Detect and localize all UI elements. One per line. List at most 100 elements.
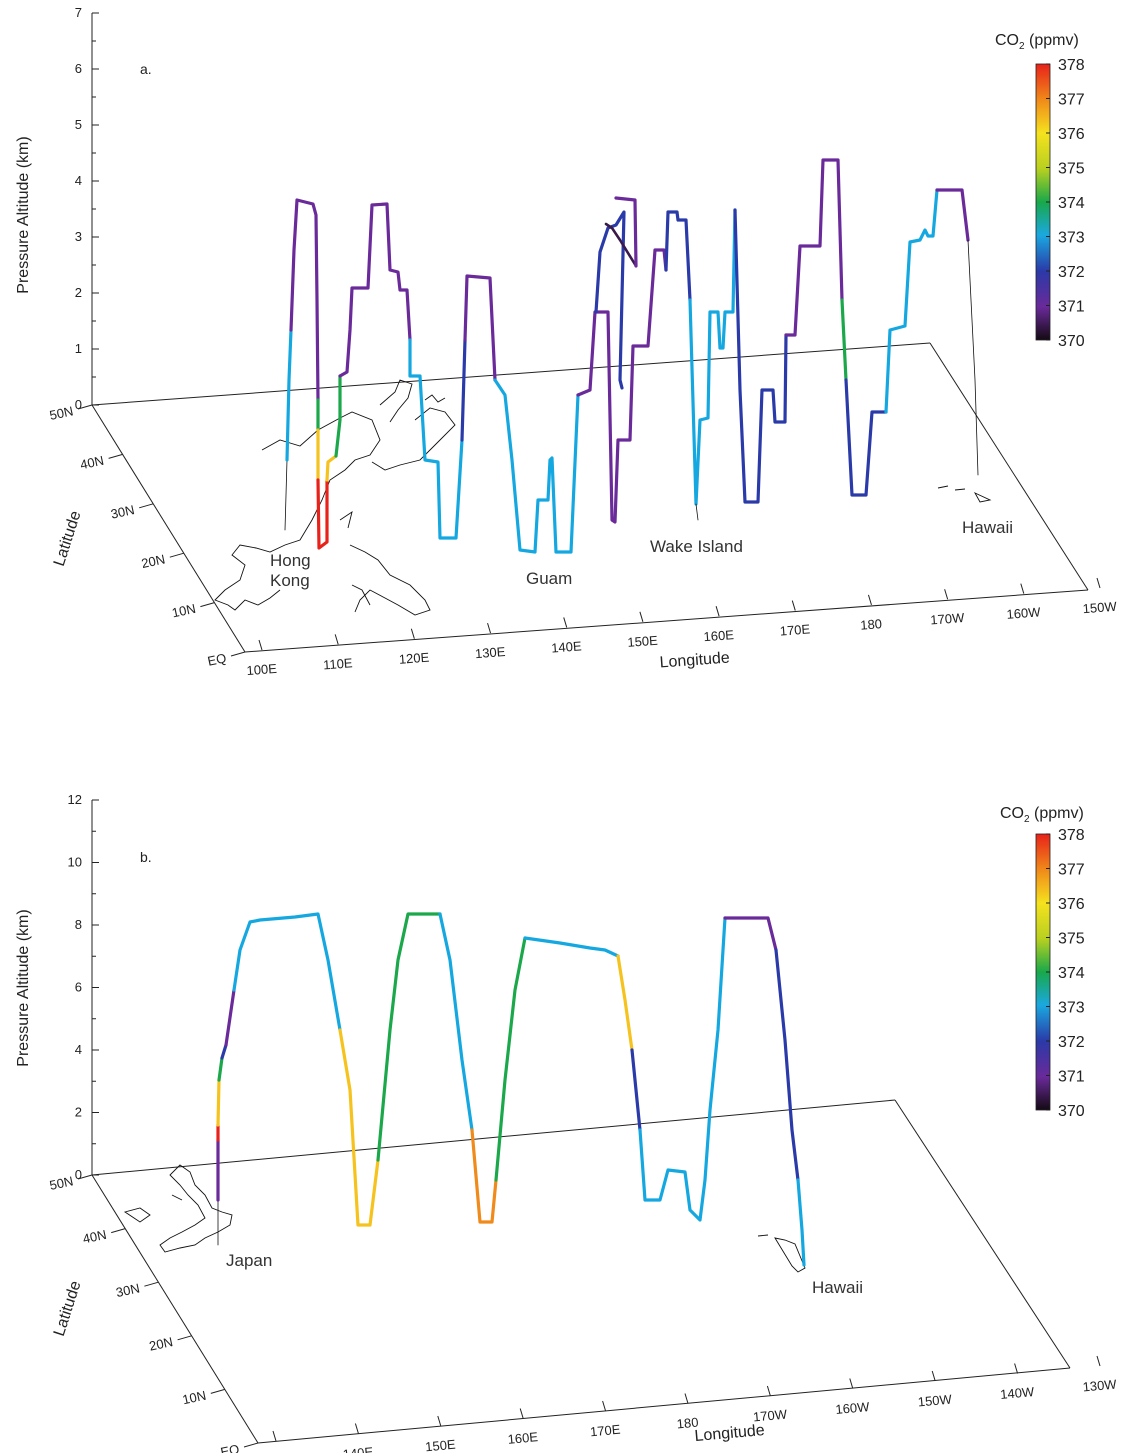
z-axis-a-tick-label: 0 bbox=[75, 397, 82, 412]
lon-axis-b-tick-label: 150E bbox=[425, 1437, 457, 1453]
lon-axis-a-tick-label: 130E bbox=[475, 644, 507, 661]
lat-axis-a-tick-label: 30N bbox=[109, 502, 135, 522]
lon-axis-b-tick bbox=[1096, 1355, 1101, 1367]
panel-b-lat-ticks: 50N 40N 30N 20N 10N EQ bbox=[48, 1173, 259, 1453]
panel-b-lat-label: Latitude bbox=[51, 1279, 85, 1339]
colorbar-a-tick-label: 371 bbox=[1058, 299, 1085, 316]
colorbar-a-tick-label: 378 bbox=[1058, 57, 1085, 74]
lon-axis-a-tick-label: 100E bbox=[246, 661, 278, 678]
z-axis-a-tick-label: 4 bbox=[75, 173, 82, 188]
colorbar-b-tick-label: 375 bbox=[1058, 931, 1085, 948]
panel-a-lon-label: Longitude bbox=[659, 650, 730, 672]
colorbar-b-tick-label: 378 bbox=[1058, 827, 1085, 844]
lat-axis-a-tick bbox=[230, 651, 246, 657]
lon-axis-a-tick-label: 160W bbox=[1006, 604, 1042, 622]
lon-axis-b-tick bbox=[931, 1370, 936, 1382]
lat-axis-a-tick bbox=[169, 552, 184, 558]
lat-axis-a-tick-label: EQ bbox=[206, 650, 228, 669]
panel-a-lat-ticks: 50N 40N 30N 20N 10N EQ bbox=[48, 403, 246, 669]
lat-axis-a-tick bbox=[108, 453, 123, 459]
lon-axis-b-tick-label: 130E bbox=[260, 1452, 292, 1453]
lon-axis-a-tick bbox=[334, 634, 339, 645]
lon-axis-a-tick-label: 180 bbox=[860, 616, 883, 633]
place-wake-island: Wake Island bbox=[650, 537, 743, 556]
panel-b-lon-label: Longitude bbox=[694, 1422, 766, 1445]
lat-axis-b-tick bbox=[111, 1228, 126, 1234]
z-axis-a-tick-label: 7 bbox=[75, 5, 82, 20]
z-axis-b-tick-label: 0 bbox=[75, 1167, 82, 1182]
colorbar-b-tick-label: 377 bbox=[1058, 862, 1085, 879]
lon-axis-a-tick-label: 110E bbox=[323, 655, 354, 672]
panel-a-z-label: Pressure Altitude (km) bbox=[15, 136, 32, 293]
colorbar-a-tick-label: 370 bbox=[1058, 333, 1085, 350]
lon-axis-a-tick bbox=[791, 600, 796, 611]
panel-a-colorbar: CO2 (ppmv) 378 377 376 375 374 373 372 371 370 bbox=[995, 32, 1085, 350]
lon-axis-a-tick-label: 170E bbox=[779, 621, 811, 638]
place-guam: Guam bbox=[526, 569, 572, 588]
place-hawaii: Hawaii bbox=[962, 518, 1013, 537]
panel-a-coastlines bbox=[214, 379, 992, 616]
colorbar-b-tick-label: 372 bbox=[1058, 1034, 1085, 1051]
lon-axis-b-tick-label: 140W bbox=[1000, 1384, 1036, 1402]
colorbar-a-tick-label: 373 bbox=[1058, 230, 1085, 247]
panel-a-lat-label: Latitude bbox=[51, 509, 85, 569]
lat-axis-b-tick-label: EQ bbox=[219, 1441, 241, 1453]
lon-axis-a-tick-label: 150W bbox=[1082, 599, 1118, 617]
panel-a-base-plane bbox=[91, 342, 1089, 653]
lon-axis-b-tick-label: 150W bbox=[917, 1391, 953, 1409]
colorbar-b-tick-label: 373 bbox=[1058, 1000, 1085, 1017]
lat-axis-b-tick bbox=[210, 1388, 225, 1394]
z-axis-a-tick-label: 2 bbox=[75, 285, 82, 300]
lat-axis-a-tick-label: 40N bbox=[79, 453, 105, 473]
lat-axis-b-tick-label: 50N bbox=[48, 1173, 74, 1193]
lon-axis-a-tick bbox=[487, 622, 492, 634]
lon-axis-a-tick-label: 160E bbox=[703, 627, 735, 644]
lat-axis-b-tick bbox=[243, 1442, 259, 1448]
lon-axis-a-tick bbox=[1096, 577, 1101, 589]
lon-axis-b-tick-label: 170W bbox=[752, 1406, 788, 1424]
colorbar-b-tick-label: 370 bbox=[1058, 1103, 1085, 1120]
panel-b-colorbar: CO2 (ppmv) 378 377 376 375 374 373 372 371 370 bbox=[1000, 805, 1085, 1120]
panel-b-coastlines bbox=[123, 1164, 806, 1273]
place-hawaii-b: Hawaii bbox=[812, 1278, 863, 1297]
panel-b-base-plane bbox=[91, 1099, 1071, 1444]
lon-axis-a-tick-label: 120E bbox=[398, 650, 430, 667]
lon-axis-b-tick bbox=[602, 1400, 607, 1412]
z-axis-a-tick-label: 5 bbox=[75, 117, 82, 132]
lon-axis-a-tick bbox=[867, 594, 872, 606]
panel-b-z-ticks: 0 2 4 6 8 10 12 bbox=[68, 792, 99, 1182]
place-japan: Japan bbox=[226, 1251, 272, 1270]
colorbar-a-tick-label: 372 bbox=[1058, 264, 1085, 281]
lon-axis-b-tick bbox=[1014, 1363, 1019, 1374]
lon-axis-a-tick-label: 150E bbox=[627, 633, 659, 650]
lat-axis-a-tick bbox=[77, 404, 93, 410]
lat-axis-b-tick-label: 20N bbox=[148, 1334, 174, 1354]
lon-axis-a-tick bbox=[563, 617, 568, 628]
lon-axis-b-tick-label: 180 bbox=[676, 1415, 699, 1432]
z-axis-b-tick-label: 4 bbox=[75, 1042, 82, 1057]
lat-axis-b-tick-label: 10N bbox=[181, 1388, 207, 1408]
panel-b-z-label: Pressure Altitude (km) bbox=[15, 909, 32, 1066]
lon-axis-b-tick-label: 130W bbox=[1082, 1376, 1118, 1394]
panel-b: b. 0 2 4 6 8 10 12 Pressure Altitude (km) 50N 4… bbox=[15, 792, 1118, 1453]
lat-axis-a-tick-label: 10N bbox=[171, 601, 197, 621]
lon-axis-b-tick-label: 160E bbox=[507, 1429, 539, 1447]
lat-axis-b-tick-label: 30N bbox=[115, 1280, 141, 1300]
lon-axis-a-tick bbox=[1020, 583, 1025, 594]
panel-b-label: b. bbox=[140, 849, 152, 865]
colorbar-b-ticks: 378 377 376 375 374 373 372 371 370 bbox=[1046, 827, 1085, 1120]
lon-axis-b-tick bbox=[519, 1408, 524, 1419]
lon-axis-a-tick bbox=[639, 611, 644, 622]
lat-axis-b-tick-label: 40N bbox=[81, 1227, 107, 1247]
lat-axis-a-tick bbox=[200, 602, 215, 608]
colorbar-a-tick-label: 376 bbox=[1058, 126, 1085, 143]
lon-axis-a-tick-label: 170W bbox=[930, 610, 966, 628]
lat-axis-b-tick bbox=[177, 1335, 192, 1341]
lon-axis-b-tick bbox=[766, 1385, 771, 1397]
z-axis-a-tick-label: 1 bbox=[75, 341, 82, 356]
panel-a-label: a. bbox=[140, 61, 152, 77]
lat-axis-a-tick-label: 50N bbox=[48, 403, 74, 423]
colorbar-b-label: CO2 (ppmv) bbox=[1000, 805, 1084, 825]
z-axis-a-tick-label: 3 bbox=[75, 229, 82, 244]
panel-a: a. 0 1 2 3 4 5 6 7 Pressure Altitude (km) 50N 40… bbox=[15, 5, 1118, 678]
